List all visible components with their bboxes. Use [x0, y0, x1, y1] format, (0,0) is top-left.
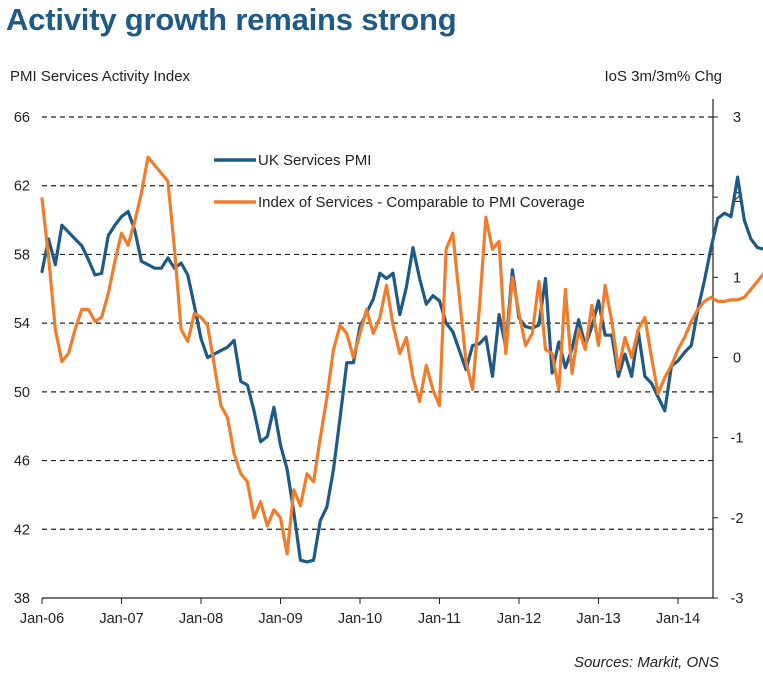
- right-tick-label: 1: [733, 270, 741, 286]
- right-axis-label: IoS 3m/3m% Chg: [604, 68, 722, 85]
- x-tick-label: Jan-14: [656, 611, 700, 627]
- x-tick-label: Jan-09: [258, 611, 302, 627]
- left-tick-label: 46: [14, 454, 30, 470]
- right-tick-label: 2: [733, 190, 741, 206]
- legend: UK Services PMI Index of Services - Compa…: [214, 152, 585, 211]
- left-axis-label: PMI Services Activity Index: [10, 68, 191, 85]
- right-tick-label: -2: [731, 511, 744, 527]
- left-tick-label: 66: [14, 110, 30, 126]
- source-note: Sources: Markit, ONS: [573, 654, 719, 671]
- left-tick-label: 38: [14, 591, 30, 607]
- x-tick-label: Jan-07: [99, 611, 143, 627]
- left-tick-label: 62: [14, 179, 30, 195]
- left-axis-ticks: 66 62 58 54 50 46 42 38: [14, 110, 30, 607]
- right-tick-label: -3: [731, 591, 744, 607]
- right-axis-ticks: 3 2 1 0 -1 -2 -3: [713, 110, 743, 607]
- chart-title: Activity growth remains strong: [6, 2, 457, 37]
- series-line: [40, 175, 763, 564]
- legend-label: UK Services PMI: [258, 152, 371, 169]
- series-lines: [40, 155, 763, 564]
- left-tick-label: 42: [14, 522, 30, 538]
- x-tick-label: Jan-06: [20, 611, 64, 627]
- plot-frame: [42, 99, 714, 599]
- x-tick-label: Jan-13: [576, 611, 620, 627]
- right-tick-label: 3: [733, 110, 741, 126]
- left-tick-label: 50: [14, 385, 30, 401]
- x-tick-label: Jan-08: [179, 611, 223, 627]
- x-tick-label: Jan-11: [418, 611, 461, 627]
- series-line: [40, 155, 763, 556]
- right-tick-label: -1: [731, 431, 744, 447]
- x-axis-ticks: Jan-06 Jan-07 Jan-08 Jan-09 Jan-10 Jan-11 Jan-…: [20, 598, 700, 627]
- right-tick-label: 0: [733, 351, 741, 367]
- left-tick-label: 58: [14, 247, 30, 263]
- x-tick-label: Jan-12: [497, 611, 541, 627]
- x-tick-label: Jan-10: [338, 611, 382, 627]
- legend-label: Index of Services - Comparable to PMI Co…: [258, 194, 585, 211]
- left-tick-label: 54: [14, 316, 30, 332]
